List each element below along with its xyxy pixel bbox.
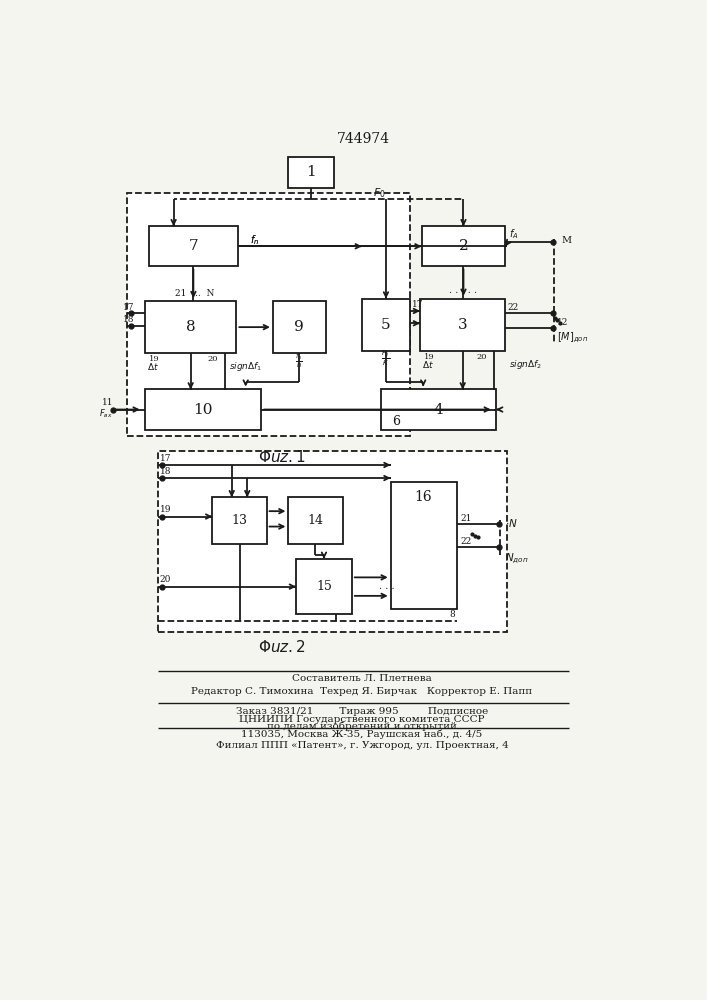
Text: 113035, Москва Ж-35, Раушская наб., д. 4/5: 113035, Москва Ж-35, Раушская наб., д. 4… xyxy=(241,730,483,739)
Bar xyxy=(391,482,457,609)
Bar xyxy=(273,301,325,353)
Text: 3: 3 xyxy=(458,318,467,332)
Bar xyxy=(127,193,410,436)
Bar xyxy=(212,497,267,544)
Text: $N_{доп}$: $N_{доп}$ xyxy=(506,552,529,566)
Text: 18: 18 xyxy=(160,467,171,476)
Text: ЦНИИПИ Государственного комитета СССР: ЦНИИПИ Государственного комитета СССР xyxy=(239,715,485,724)
Text: $f_n$: $f_n$ xyxy=(250,233,259,247)
Bar xyxy=(381,389,496,430)
Bar xyxy=(288,497,343,544)
Text: 5: 5 xyxy=(381,318,391,332)
Text: Составитель Л. Плетнева: Составитель Л. Плетнева xyxy=(292,674,432,683)
Text: 19: 19 xyxy=(160,505,171,514)
Bar xyxy=(145,389,261,430)
Text: 17: 17 xyxy=(411,300,423,309)
Text: $sign\Delta f_1$: $sign\Delta f_1$ xyxy=(228,360,262,373)
Bar xyxy=(288,157,334,188)
Text: 4: 4 xyxy=(434,403,443,417)
Text: 18: 18 xyxy=(123,315,134,324)
Text: 22: 22 xyxy=(508,303,519,312)
Text: 1: 1 xyxy=(306,165,315,179)
Text: 13: 13 xyxy=(231,514,247,527)
Text: 20: 20 xyxy=(160,575,171,584)
Bar xyxy=(296,559,352,614)
Text: Филиал ППП «Патент», г. Ужгород, ул. Проектная, 4: Филиал ППП «Патент», г. Ужгород, ул. Про… xyxy=(216,741,508,750)
Text: 19: 19 xyxy=(424,353,435,361)
Text: $\frac{f_n}{n}$: $\frac{f_n}{n}$ xyxy=(296,352,303,370)
Bar xyxy=(420,299,506,351)
Text: 6: 6 xyxy=(392,415,400,428)
Text: Заказ 3831/21        Тираж 995         Подписное: Заказ 3831/21 Тираж 995 Подписное xyxy=(236,707,488,716)
Text: $[M]_{доп}$: $[M]_{доп}$ xyxy=(557,331,588,345)
Text: 744974: 744974 xyxy=(337,132,390,146)
Text: 15: 15 xyxy=(316,580,332,593)
Text: 21  ...  N: 21 ... N xyxy=(175,289,214,298)
Text: 12: 12 xyxy=(557,318,568,327)
Text: 22: 22 xyxy=(460,537,472,546)
Text: M: M xyxy=(561,236,571,245)
Text: 8: 8 xyxy=(186,320,196,334)
Text: $F_0$: $F_0$ xyxy=(373,186,385,200)
Text: 8: 8 xyxy=(450,610,455,619)
Text: $\Delta t$: $\Delta t$ xyxy=(422,359,434,370)
Text: $\Phi u z. 1$: $\Phi u z. 1$ xyxy=(258,449,306,465)
Text: 10: 10 xyxy=(193,403,213,417)
Text: 20: 20 xyxy=(208,355,218,363)
Text: . . .: . . . xyxy=(379,582,395,591)
Text: 2: 2 xyxy=(459,239,468,253)
Bar xyxy=(145,301,236,353)
Text: 16: 16 xyxy=(415,490,433,504)
Text: 7: 7 xyxy=(189,239,198,253)
Text: $\frac{F_0}{K}$: $\frac{F_0}{K}$ xyxy=(381,349,390,368)
Text: 21: 21 xyxy=(460,514,472,523)
Text: по делам изобретений и открытий: по делам изобретений и открытий xyxy=(267,721,457,731)
Text: $\Phi u z. 2$: $\Phi u z. 2$ xyxy=(258,639,306,655)
Text: 20: 20 xyxy=(477,353,487,361)
Bar xyxy=(362,299,410,351)
Text: $F_{вх}$: $F_{вх}$ xyxy=(98,407,112,420)
Bar xyxy=(149,226,238,266)
Text: 11: 11 xyxy=(102,398,114,407)
Text: 17: 17 xyxy=(160,454,171,463)
Text: Редактор С. Тимохина  Техред Я. Бирчак   Корректор Е. Папп: Редактор С. Тимохина Техред Я. Бирчак Ко… xyxy=(192,687,532,696)
Text: $f_A$: $f_A$ xyxy=(509,227,519,241)
Text: $f_n$: $f_n$ xyxy=(250,233,259,247)
Text: 19: 19 xyxy=(149,355,160,363)
Text: $\Delta t$: $\Delta t$ xyxy=(147,361,158,372)
Text: $sign\Delta f_2$: $sign\Delta f_2$ xyxy=(509,358,542,371)
Text: 9: 9 xyxy=(294,320,304,334)
Text: 14: 14 xyxy=(308,514,323,527)
Text: . .   . .: . . . . xyxy=(449,286,477,295)
Text: 17: 17 xyxy=(123,303,134,312)
Bar xyxy=(421,226,506,266)
Text: $\cdot N$: $\cdot N$ xyxy=(506,517,518,529)
Bar xyxy=(158,451,507,632)
